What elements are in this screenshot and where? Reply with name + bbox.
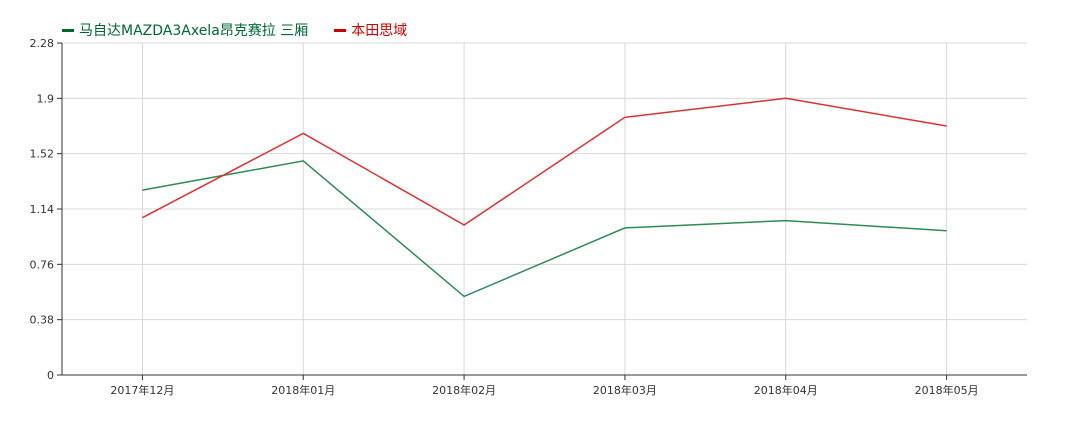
x-tick-label: 2018年01月 [271, 383, 335, 397]
x-tick-label: 2018年04月 [754, 383, 818, 397]
legend-swatch [334, 28, 347, 32]
y-tick-label: 0.38 [30, 314, 55, 327]
legend: 马自达MAZDA3Axela昂克赛拉 三厢 本田思域 [62, 20, 407, 40]
y-tick-label: 2.28 [30, 37, 55, 50]
y-tick-label: 1.14 [30, 203, 55, 216]
legend-item-civic[interactable]: 本田思域 [334, 20, 407, 40]
x-tick-label: 2017年12月 [110, 383, 174, 397]
legend-swatch [62, 28, 74, 32]
legend-label: 本田思域 [351, 23, 408, 39]
x-tick-label: 2018年03月 [593, 383, 657, 397]
x-tick-label: 2018年02月 [432, 383, 496, 397]
series-line-0 [142, 160, 947, 298]
y-tick-label: 0.76 [30, 258, 55, 271]
series-line-1 [142, 97, 947, 226]
x-tick-label: 2018年05月 [915, 383, 979, 397]
y-tick-label: 1.9 [37, 92, 55, 105]
y-tick-label: 0 [47, 369, 54, 382]
y-tick-label: 1.52 [30, 148, 55, 161]
legend-item-mazda[interactable]: 马自达MAZDA3Axela昂克赛拉 三厢 [62, 20, 308, 40]
legend-label: 马自达MAZDA3Axela昂克赛拉 三厢 [79, 23, 309, 39]
